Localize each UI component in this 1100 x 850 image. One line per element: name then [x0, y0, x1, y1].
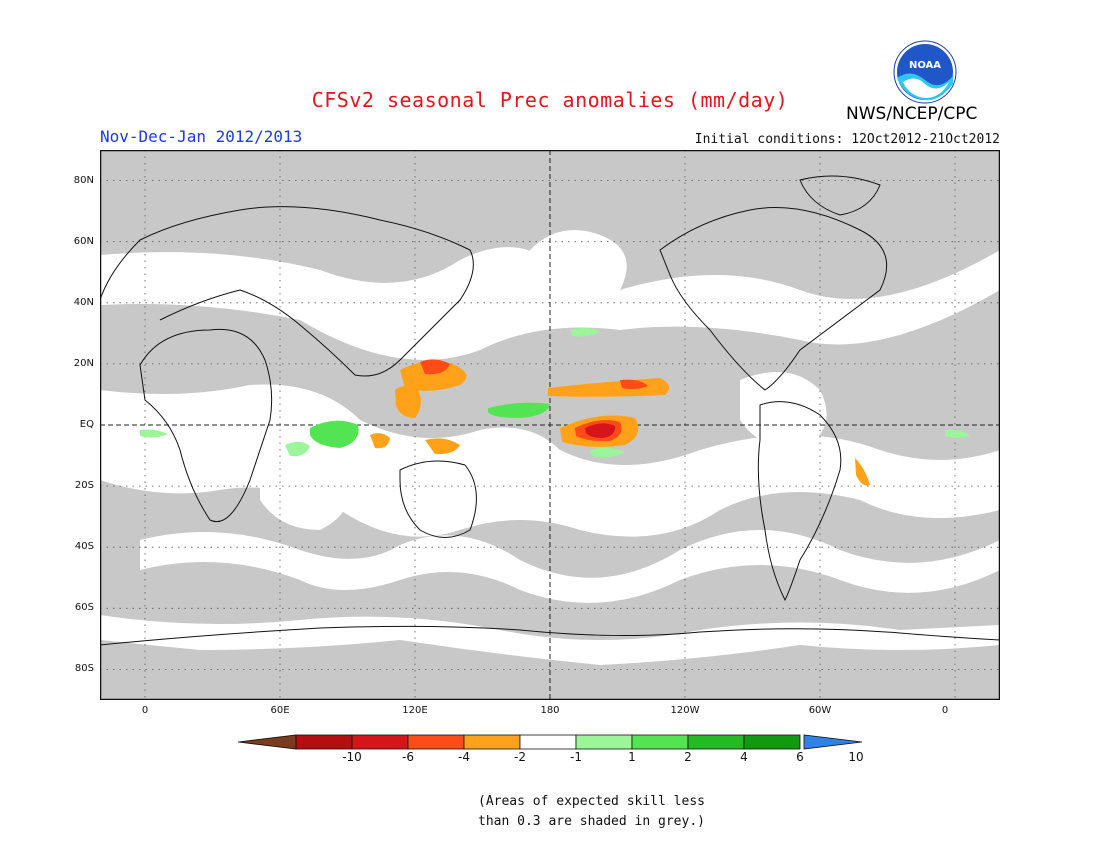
colorbar-arrow-low: [238, 734, 297, 750]
colorbar-label: 10: [848, 750, 864, 764]
colorbar-label: 1: [628, 750, 636, 764]
colorbar-box-0: [295, 734, 353, 750]
lat-label-60s: 60S: [74, 602, 94, 613]
colorbar-box-1: [351, 734, 409, 750]
skill-note-line-1: (Areas of expected skill less: [478, 794, 705, 809]
colorbar-box-4: [519, 734, 577, 750]
north-america-coast: [659, 207, 888, 391]
lat-label-60n: 60N: [73, 236, 94, 247]
skill-note-line-2: than 0.3 are shaded in grey.): [478, 814, 705, 829]
initial-conditions-label: Initial conditions: 12Oct2012-21Oct2012: [694, 132, 1000, 147]
colorbar-box-3: [463, 734, 521, 750]
colorbar-label: 6: [796, 750, 804, 764]
lon-label-180: 180: [540, 705, 560, 716]
lon-label-120e: 120E: [402, 705, 428, 716]
colorbar-box-6: [631, 734, 689, 750]
greenland-coast: [799, 175, 881, 216]
colorbar-label: -2: [514, 750, 526, 764]
colorbar-box-2: [407, 734, 465, 750]
precip-anomaly-map: [100, 150, 1000, 700]
colorbar: [238, 734, 862, 750]
season-label: Nov-Dec-Jan 2012/2013: [100, 127, 303, 146]
lat-label-80s: 80S: [74, 663, 94, 674]
colorbar-label: 2: [684, 750, 692, 764]
logo-text: NOAA: [909, 60, 941, 71]
australia-coast: [399, 460, 477, 538]
colorbar-label: -1: [570, 750, 582, 764]
lat-label-eq: EQ: [79, 419, 94, 430]
colorbar-label: -4: [458, 750, 470, 764]
maritime-dry-north: [400, 361, 467, 391]
map-frame: [100, 150, 1000, 700]
colorbar-box-7: [687, 734, 745, 750]
lat-label-20s: 20S: [74, 480, 94, 491]
colorbar-arrow-high: [803, 734, 862, 750]
colorbar-box-8: [743, 734, 801, 750]
colorbar-label: -10: [342, 750, 362, 764]
south-america-coast: [757, 401, 842, 602]
lon-label-120w: 120W: [670, 705, 700, 716]
lat-label-40n: 40N: [73, 297, 94, 308]
colorbar-box-5: [575, 734, 633, 750]
eurasia-coast: [100, 206, 474, 377]
skill-note: (Areas of expected skill less than 0.3 a…: [478, 792, 705, 832]
lon-label-60e: 60E: [270, 705, 290, 716]
africa-coast: [139, 328, 273, 522]
coastlines: [100, 175, 1000, 646]
lat-label-20n: 20N: [73, 358, 94, 369]
lat-label-80n: 80N: [73, 175, 94, 186]
chart-title: CFSv2 seasonal Prec anomalies (mm/day): [311, 88, 789, 112]
anomaly-shading: [140, 327, 970, 486]
colorbar-label: -6: [402, 750, 414, 764]
agency-label: NWS/NCEP/CPC: [846, 104, 978, 124]
lon-label-0: 0: [141, 705, 149, 716]
lon-label-60w: 60W: [808, 705, 832, 716]
antarctica-coast: [100, 625, 1000, 646]
lat-label-40s: 40S: [74, 541, 94, 552]
lon-label-0-east: 0: [941, 705, 949, 716]
west-pacific-wet: [488, 402, 550, 418]
noaa-logo-icon: NOAA: [893, 40, 957, 104]
colorbar-label: 4: [740, 750, 748, 764]
indian-ocean-wet: [310, 420, 359, 448]
brazil-dry: [855, 458, 870, 486]
